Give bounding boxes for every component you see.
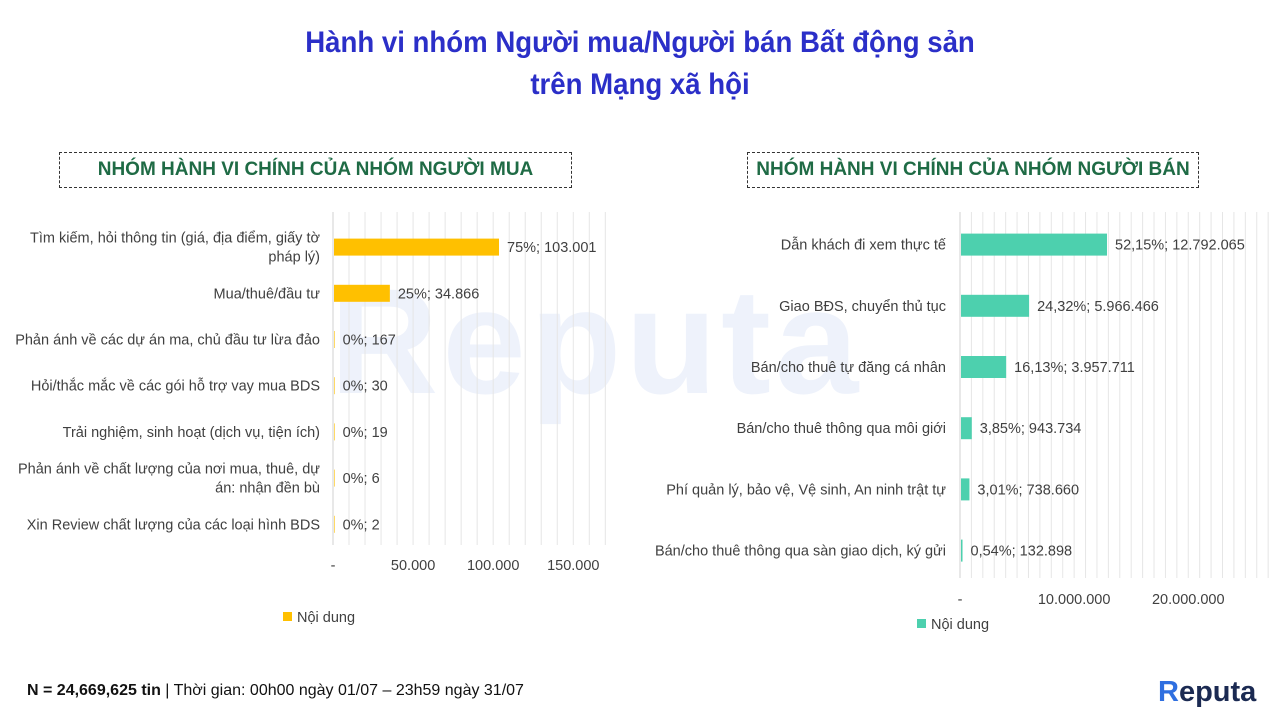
watermark: Reputa (330, 257, 863, 425)
seller-x-tick-label: - (958, 592, 963, 608)
buyer-bar (334, 423, 335, 441)
seller-chart-title: NHÓM HÀNH VI CHÍNH CỦA NHÓM NGƯỜI BÁN (756, 159, 1190, 180)
buyer-bar (334, 238, 499, 256)
page-title: Hành vi nhóm Người mua/Người bán Bất độn… (51, 22, 1229, 106)
buyer-category-label: Trải nghiệm, sinh hoạt (dịch vụ, tiện íc… (63, 425, 320, 441)
buyer-data-label: 25%; 34.866 (398, 286, 479, 302)
reputa-logo: Reputa (1158, 676, 1256, 709)
buyer-bar (334, 515, 335, 533)
seller-data-label: 3,01%; 738.660 (977, 482, 1079, 498)
seller-bar (961, 233, 1107, 256)
seller-data-label: 24,32%; 5.966.466 (1037, 299, 1159, 315)
seller-legend-swatch (917, 619, 926, 628)
page-title-line2: trên Mạng xã hội (530, 68, 750, 101)
seller-bar (961, 356, 1007, 378)
buyer-chart-title: NHÓM HÀNH VI CHÍNH CỦA NHÓM NGƯỜI MUA (97, 159, 534, 180)
buyer-bar (334, 377, 335, 395)
buyer-category-label: Phản ánh về chất lượng của nơi mua, thuê… (18, 462, 320, 478)
seller-x-tick-label: 10.000.000 (1038, 592, 1111, 608)
page-title-line1: Hành vi nhóm Người mua/Người bán Bất độn… (305, 26, 975, 59)
buyer-data-label: 0%; 6 (343, 471, 380, 487)
buyer-x-tick-label: 100.000 (467, 558, 519, 574)
buyer-bar (334, 469, 335, 487)
buyer-category-label: Xin Review chất lượng của các loại hình … (27, 517, 320, 533)
buyer-category-label: Hỏi/thắc mắc về các gói hỗ trợ vay mua B… (31, 378, 320, 395)
buyer-data-label: 0%; 2 (343, 517, 380, 533)
footer-note: N = 24,669,625 tin | Thời gian: 00h00 ng… (27, 682, 524, 700)
buyer-category-label: Mua/thuê/đầu tư (214, 286, 321, 302)
seller-category-label: Dẫn khách đi xem thực tế (781, 237, 946, 254)
buyer-category-label: án: nhận đền bù (215, 481, 320, 497)
seller-category-label: Phí quản lý, bảo vệ, Vệ sinh, An ninh tr… (666, 482, 946, 498)
seller-category-label: Bán/cho thuê thông qua sàn giao dịch, ký… (655, 544, 946, 560)
seller-bar (961, 478, 970, 501)
seller-bar (961, 294, 1030, 317)
sample-size: N = 24,669,625 tin (27, 682, 161, 699)
buyer-data-label: 0%; 167 (343, 333, 396, 349)
seller-data-label: 3,85%; 943.734 (980, 421, 1082, 437)
seller-bar (961, 417, 972, 440)
seller-data-label: 52,15%; 12.792.065 (1115, 238, 1245, 254)
logo-letter: R (1158, 676, 1179, 708)
buyer-legend-swatch (283, 612, 292, 621)
buyer-data-label: 0%; 30 (343, 379, 388, 395)
buyer-x-tick-label: - (331, 558, 336, 574)
seller-category-label: Bán/cho thuê tự đăng cá nhân (751, 360, 946, 376)
seller-data-label: 16,13%; 3.957.711 (1014, 360, 1135, 376)
buyer-chart-title-box: NHÓM HÀNH VI CHÍNH CỦA NHÓM NGƯỜI MUA (59, 152, 572, 188)
buyer-x-tick-label: 50.000 (391, 558, 435, 574)
seller-category-label: Giao BĐS, chuyển thủ tục (779, 299, 946, 315)
logo-text: eputa (1178, 676, 1257, 708)
buyer-data-label: 75%; 103.001 (507, 240, 597, 256)
buyer-category-label: pháp lý) (268, 250, 320, 266)
seller-data-label: 0,54%; 132.898 (971, 544, 1073, 560)
buyer-legend-label: Nội dung (297, 610, 355, 626)
seller-chart-title-box: NHÓM HÀNH VI CHÍNH CỦA NHÓM NGƯỜI BÁN (747, 152, 1199, 188)
buyer-bar (334, 331, 335, 348)
time-period: | Thời gian: 00h00 ngày 01/07 – 23h59 ng… (160, 682, 524, 699)
buyer-bar (334, 284, 390, 302)
seller-legend-label: Nội dung (931, 617, 989, 633)
seller-category-label: Bán/cho thuê thông qua môi giới (737, 421, 946, 437)
buyer-x-tick-label: 150.000 (547, 558, 599, 574)
seller-bar (961, 539, 963, 562)
buyer-category-label: Tìm kiếm, hỏi thông tin (giá, địa điểm, … (30, 231, 320, 247)
seller-x-tick-label: 20.000.000 (1152, 592, 1225, 608)
buyer-category-label: Phản ánh về các dự án ma, chủ đầu tư lừa… (15, 333, 320, 349)
buyer-data-label: 0%; 19 (343, 425, 388, 441)
